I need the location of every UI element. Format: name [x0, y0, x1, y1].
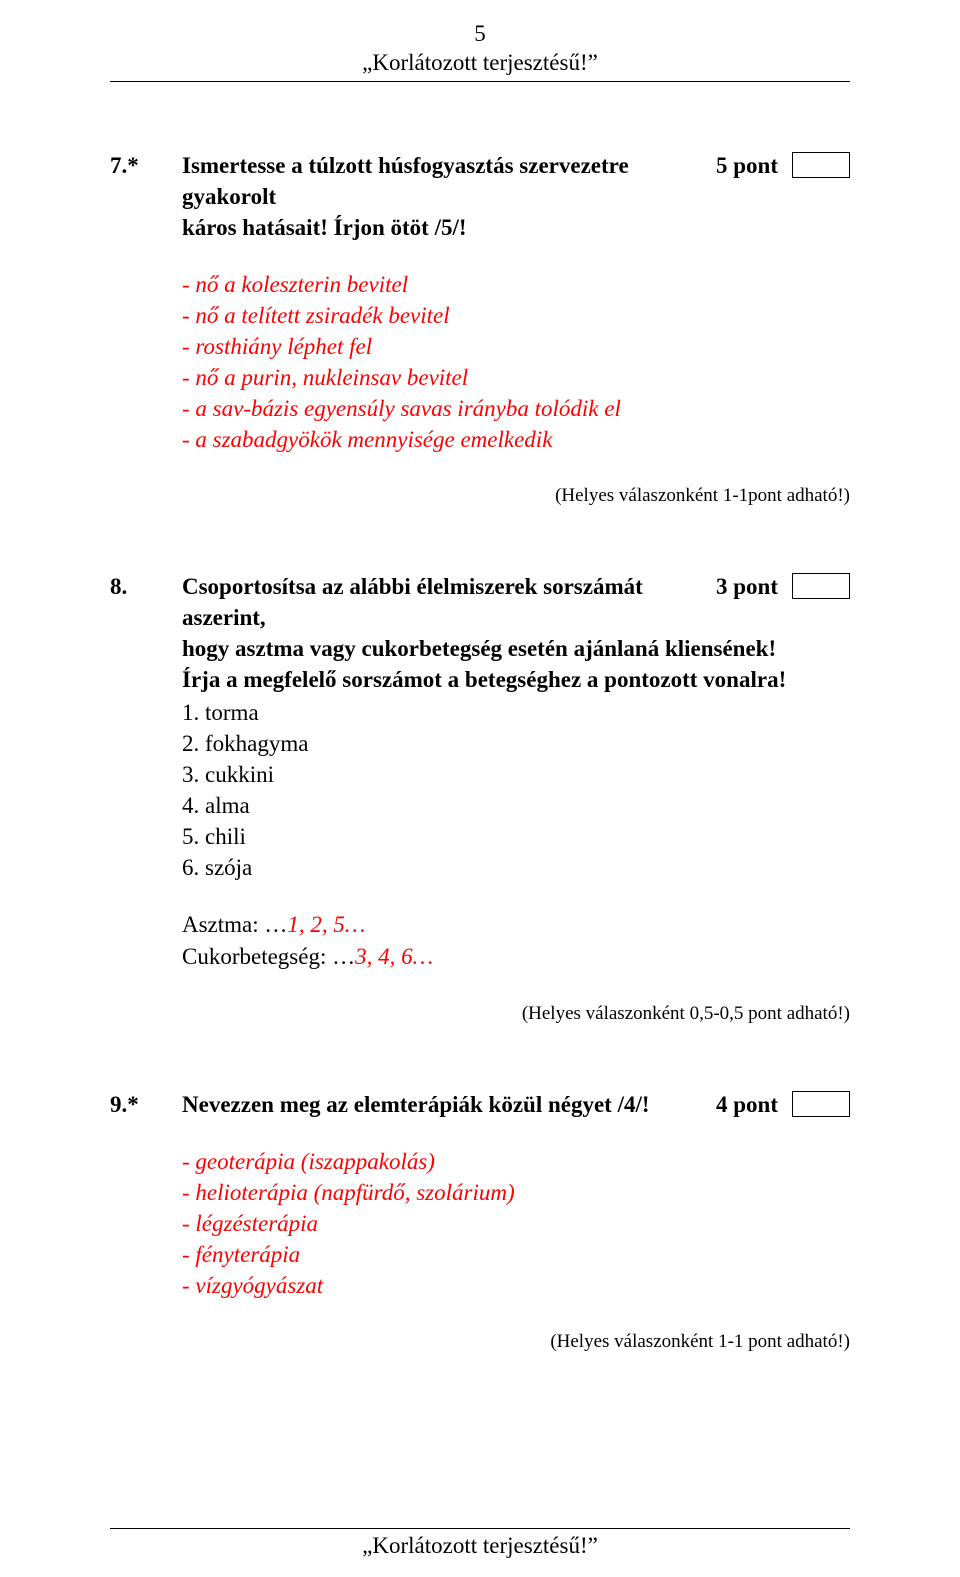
score-box[interactable] — [792, 573, 850, 599]
footer-rule — [110, 1528, 850, 1529]
list-item: 6. szója — [182, 852, 850, 883]
page: 5 „Korlátozott terjesztésű!” 7.* Ismerte… — [0, 0, 960, 1577]
scoring-hint: (Helyes válaszonként 0,5-0,5 pont adható… — [110, 1003, 850, 1025]
list-item: 4. alma — [182, 790, 850, 821]
list-item: 5. chili — [182, 821, 850, 852]
answer-list: - geoterápia (iszappakolás) - helioteráp… — [182, 1146, 850, 1301]
answer-line: - fényterápia — [182, 1239, 850, 1270]
answer-line: - vízgyógyászat — [182, 1270, 850, 1301]
score-box[interactable] — [792, 152, 850, 178]
answer-pair-label: Asztma: … — [182, 912, 287, 937]
item-list: 1. torma 2. fokhagyma 3. cukkini 4. alma… — [182, 697, 850, 883]
answer-pair: Cukorbetegség: …3, 4, 6… — [182, 941, 850, 973]
page-header: 5 „Korlátozott terjesztésű!” — [110, 20, 850, 82]
question-title-line1: Ismertesse a túlzott húsfogyasztás szerv… — [182, 150, 704, 212]
question-points: 5 pont — [716, 150, 778, 181]
answer-pair: Asztma: …1, 2, 5… — [182, 909, 850, 941]
question-title-line2: káros hatásait! Írjon ötöt /5/! — [182, 212, 850, 243]
answer-line: - légzésterápia — [182, 1208, 850, 1239]
question-9: 9.* Nevezzen meg az elemterápiák közül n… — [110, 1089, 850, 1353]
list-item: 1. torma — [182, 697, 850, 728]
answer-line: - a szabadgyökök mennyisége emelkedik — [182, 424, 850, 455]
question-points: 4 pont — [716, 1089, 778, 1120]
score-box[interactable] — [792, 1091, 850, 1117]
answer-line: - nő a koleszterin bevitel — [182, 269, 850, 300]
question-points: 3 pont — [716, 571, 778, 602]
question-title-line1: Nevezzen meg az elemterápiák közül négye… — [182, 1089, 704, 1120]
question-7: 7.* Ismertesse a túlzott húsfogyasztás s… — [110, 150, 850, 507]
question-8: 8. Csoportosítsa az alábbi élelmiszerek … — [110, 571, 850, 1025]
content: 7.* Ismertesse a túlzott húsfogyasztás s… — [110, 82, 850, 1354]
page-number: 5 — [110, 20, 850, 49]
question-title-line1: Csoportosítsa az alábbi élelmiszerek sor… — [182, 571, 704, 633]
list-item: 3. cukkini — [182, 759, 850, 790]
answer-line: - rosthiány léphet fel — [182, 331, 850, 362]
answer-line: - helioterápia (napfürdő, szolárium) — [182, 1177, 850, 1208]
question-number: 7.* — [110, 150, 182, 181]
answer-pair-value: 3, 4, 6… — [355, 944, 433, 969]
answer-line: - nő a purin, nukleinsav bevitel — [182, 362, 850, 393]
answer-pairs: Asztma: …1, 2, 5… Cukorbetegség: …3, 4, … — [182, 909, 850, 972]
answer-pair-value: 1, 2, 5… — [287, 912, 365, 937]
answer-line: - nő a telített zsiradék bevitel — [182, 300, 850, 331]
answer-list: - nő a koleszterin bevitel - nő a telíte… — [182, 269, 850, 455]
page-footer: „Korlátozott terjesztésű!” — [110, 1528, 850, 1559]
scoring-hint: (Helyes válaszonként 1-1pont adható!) — [110, 485, 850, 507]
question-title-line3: Írja a megfelelő sorszámot a betegséghez… — [182, 664, 850, 695]
footer-classification: „Korlátozott terjesztésű!” — [110, 1533, 850, 1559]
question-number: 8. — [110, 571, 182, 602]
answer-line: - geoterápia (iszappakolás) — [182, 1146, 850, 1177]
answer-line: - a sav-bázis egyensúly savas irányba to… — [182, 393, 850, 424]
question-number: 9.* — [110, 1089, 182, 1120]
list-item: 2. fokhagyma — [182, 728, 850, 759]
header-classification: „Korlátozott terjesztésű!” — [110, 49, 850, 78]
question-title-line2: hogy asztma vagy cukorbetegség esetén aj… — [182, 633, 850, 664]
scoring-hint: (Helyes válaszonként 1-1 pont adható!) — [110, 1331, 850, 1353]
answer-pair-label: Cukorbetegség: … — [182, 944, 355, 969]
